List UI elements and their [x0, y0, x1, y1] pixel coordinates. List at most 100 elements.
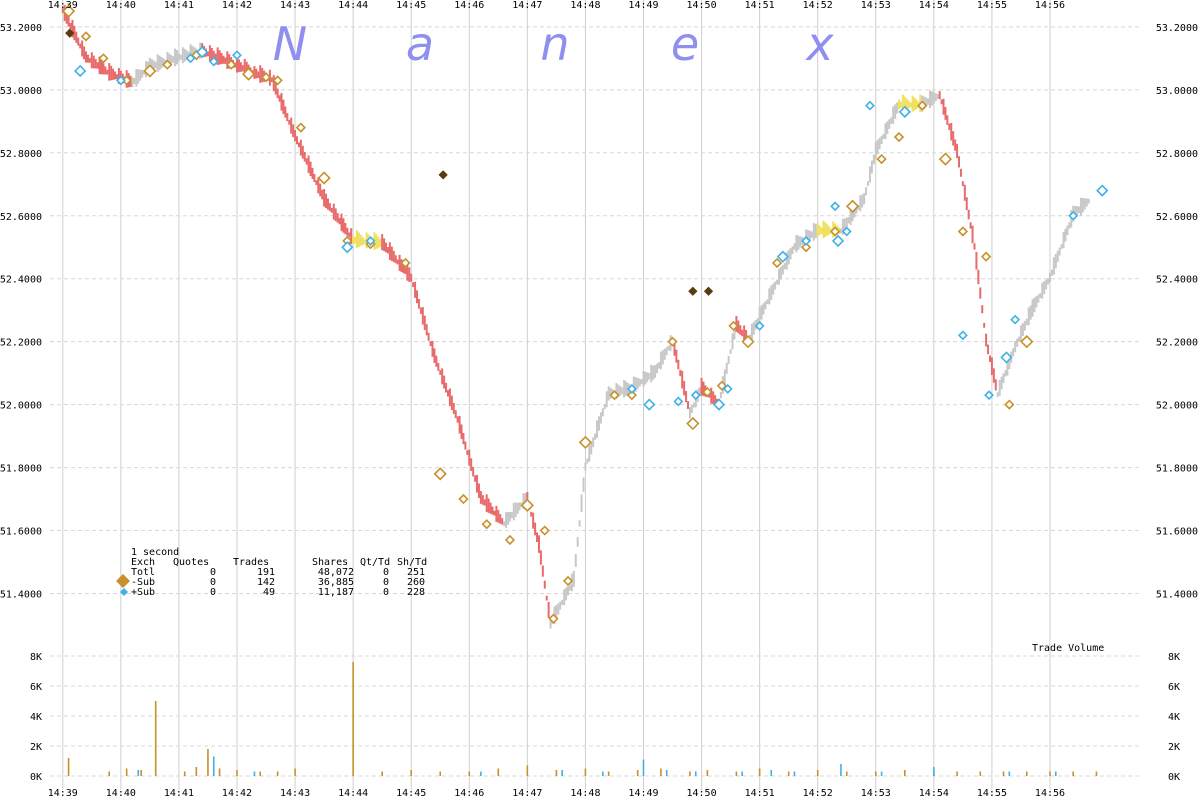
y-tick-label-right: 51.6000	[1156, 527, 1198, 538]
watermark-letter: N	[273, 17, 307, 71]
sub-plus-trade-marker	[898, 105, 911, 119]
x-tick-label-bottom: 14:47	[512, 788, 542, 799]
legend-sub-minus-marker	[116, 574, 130, 588]
x-tick-label-bottom: 14:53	[861, 788, 891, 799]
sub-minus-trade-marker	[226, 59, 237, 70]
sub-minus-trade-marker	[548, 613, 559, 624]
y-tick-label-right: 52.8000	[1156, 149, 1198, 160]
sub-minus-trade-marker	[98, 53, 109, 64]
y-tick-label-left: 53.2000	[0, 23, 42, 34]
sub-minus-trade-marker	[728, 320, 739, 332]
volume-panel-title: Trade Volume	[1032, 643, 1104, 654]
sub-minus-trade-marker	[609, 390, 620, 401]
volume-tick-label-left: 2K	[30, 742, 42, 753]
sub-plus-trade-marker	[115, 75, 126, 86]
sub-plus-trade-marker	[643, 398, 656, 411]
x-tick-label-top: 14:53	[861, 0, 891, 11]
y-tick-label-left: 53.0000	[0, 86, 42, 97]
legend-row-plus-trades: 49	[263, 587, 275, 598]
watermark-letter: x	[804, 17, 834, 71]
volume-tick-label-right: 4K	[1168, 712, 1180, 723]
sub-minus-trade-marker	[317, 171, 331, 185]
sub-plus-trade-marker	[984, 390, 994, 401]
sub-minus-trade-marker	[1020, 335, 1034, 349]
x-tick-label-top: 14:49	[628, 0, 658, 11]
sub-plus-trade-marker	[232, 50, 242, 61]
sub-plus-trade-marker	[673, 396, 684, 407]
grid	[50, 0, 1140, 790]
legend-row-plus-shtd: 228	[407, 587, 425, 598]
volume-tick-label-right: 2K	[1168, 742, 1180, 753]
sub-minus-trade-marker	[771, 257, 783, 269]
x-tick-label-bottom: 14:54	[919, 788, 949, 799]
legend-row-plus-exch: +Sub	[131, 587, 155, 598]
quote-marker	[438, 170, 448, 180]
x-tick-label-bottom: 14:50	[687, 788, 717, 799]
legend-row-minus-qttd: 0	[383, 577, 389, 588]
volume-bars	[67, 662, 1098, 776]
x-tick-label-bottom: 14:46	[454, 788, 484, 799]
sub-plus-trade-marker	[957, 330, 968, 341]
quote-marker	[65, 28, 75, 38]
sub-minus-trade-marker	[539, 525, 550, 536]
sub-plus-trade-marker	[196, 45, 209, 59]
watermark-letter: a	[406, 17, 434, 71]
y-tick-label-right: 52.4000	[1156, 275, 1198, 286]
legend-row-minus-quotes: 0	[210, 577, 216, 588]
sub-plus-trade-marker	[722, 383, 733, 394]
x-tick-label-top: 14:40	[106, 0, 136, 11]
sub-minus-trade-marker	[980, 251, 992, 262]
sub-minus-trade-marker	[893, 131, 905, 143]
sub-minus-trade-marker	[241, 67, 256, 81]
y-tick-label-right: 52.2000	[1156, 338, 1198, 349]
sub-minus-trade-marker	[481, 519, 492, 530]
y-tick-label-left: 52.6000	[0, 212, 42, 223]
legend-row-minus-exch: -Sub	[131, 577, 155, 588]
sub-minus-trade-marker	[741, 335, 755, 349]
sub-plus-trade-marker	[830, 201, 841, 212]
trade-markers	[61, 4, 1109, 624]
sub-plus-trade-marker	[690, 390, 701, 401]
legend-row-totl-qttd: 0	[383, 567, 389, 578]
y-tick-label-right: 53.0000	[1156, 86, 1198, 97]
x-tick-label-top: 14:47	[512, 0, 542, 11]
sub-plus-trade-marker	[831, 234, 845, 248]
sub-minus-trade-marker	[800, 242, 812, 253]
sub-minus-trade-marker	[458, 493, 469, 505]
quote-marker	[703, 286, 714, 296]
x-tick-label-bottom: 14:48	[570, 788, 600, 799]
y-tick-label-right: 52.6000	[1156, 212, 1198, 223]
sub-minus-trade-marker	[80, 31, 92, 42]
watermark-letter: e	[671, 17, 699, 71]
y-tick-label-left: 52.4000	[0, 275, 42, 286]
sub-plus-trade-marker	[712, 398, 726, 411]
x-tick-label-bottom: 14:55	[977, 788, 1007, 799]
sub-minus-trade-marker	[295, 122, 306, 133]
sub-plus-trade-marker	[1096, 184, 1109, 197]
sub-minus-trade-marker	[667, 336, 678, 347]
legend-header-exch: Exch	[131, 557, 155, 568]
x-tick-label-bottom: 14:51	[745, 788, 775, 799]
x-tick-label-top: 14:52	[803, 0, 833, 11]
volume-tick-label-right: 6K	[1168, 682, 1180, 693]
sub-plus-trade-marker	[865, 100, 875, 111]
sub-minus-trade-marker	[143, 64, 157, 78]
sub-minus-trade-marker	[686, 416, 700, 431]
x-tick-label-top: 14:44	[338, 0, 368, 11]
volume-tick-label-left: 4K	[30, 712, 42, 723]
legend-header-shtd: Sh/Td	[397, 557, 427, 568]
legend-header-quotes: Quotes	[173, 557, 209, 568]
sub-minus-trade-marker	[260, 72, 272, 83]
x-tick-label-bottom: 14:56	[1035, 788, 1065, 799]
x-tick-label-bottom: 14:52	[803, 788, 833, 799]
sub-plus-trade-marker	[74, 64, 87, 78]
sub-plus-trade-marker	[626, 383, 637, 394]
x-tick-label-top: 14:39	[48, 0, 78, 11]
sub-plus-trade-marker	[208, 56, 219, 67]
y-tick-label-left: 51.6000	[0, 527, 42, 538]
sub-minus-trade-marker	[520, 498, 534, 512]
sub-minus-trade-marker	[626, 390, 638, 401]
y-tick-label-left: 51.4000	[0, 589, 42, 600]
